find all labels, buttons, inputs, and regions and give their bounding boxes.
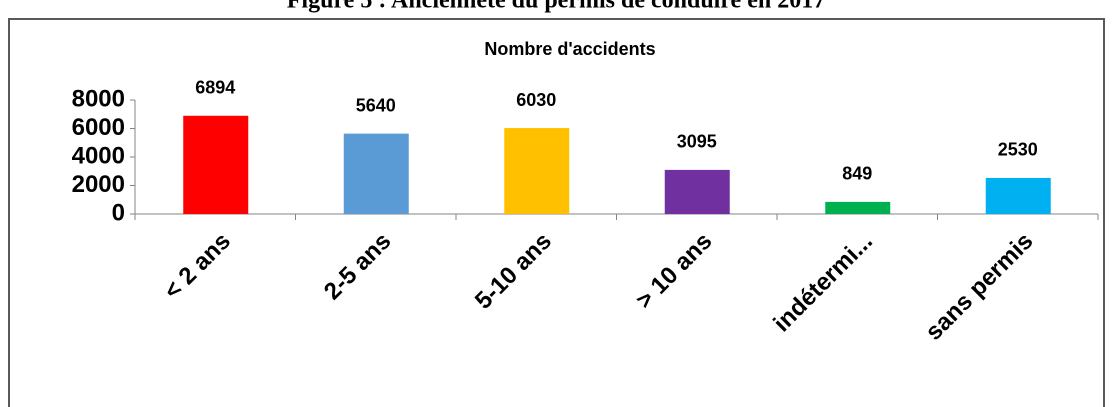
value-label: 6894 bbox=[195, 78, 235, 98]
x-tick-label: > 10 ans bbox=[631, 228, 718, 315]
bar bbox=[825, 201, 891, 214]
y-tick-label: 2000 bbox=[72, 171, 125, 198]
x-tick-label: 5-10 ans bbox=[470, 228, 557, 315]
value-label: 3095 bbox=[677, 132, 717, 152]
value-label: 849 bbox=[842, 164, 872, 184]
y-tick-label: 8000 bbox=[72, 85, 125, 112]
bar bbox=[183, 115, 249, 214]
chart-title: Nombre d'accidents bbox=[484, 39, 655, 59]
value-label: 5640 bbox=[356, 95, 396, 115]
chart-frame bbox=[8, 18, 1105, 407]
figure-caption: Figure 5 : Ancienneté du permis de condu… bbox=[287, 0, 825, 14]
bar bbox=[985, 177, 1051, 214]
x-tick-label: < 2 ans bbox=[159, 228, 236, 305]
value-label: 6030 bbox=[516, 90, 556, 110]
x-tick-label: 2-5 ans bbox=[319, 228, 397, 306]
x-tick-label: sans permis bbox=[920, 228, 1038, 346]
bar bbox=[664, 169, 730, 214]
y-tick-label: 0 bbox=[112, 199, 125, 226]
bar bbox=[343, 133, 409, 214]
x-tick-label: indétermi... bbox=[768, 228, 878, 338]
y-tick-label: 4000 bbox=[72, 142, 125, 169]
value-label: 2530 bbox=[998, 140, 1038, 160]
y-tick-label: 6000 bbox=[72, 114, 125, 141]
bar bbox=[504, 128, 570, 214]
